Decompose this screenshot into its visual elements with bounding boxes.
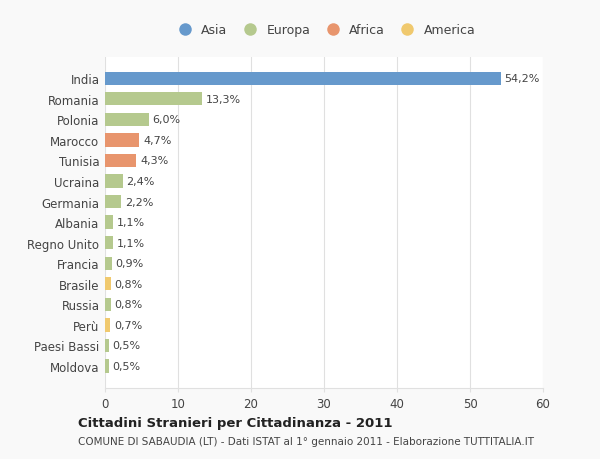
- Bar: [105, 73, 500, 86]
- Bar: [105, 134, 139, 147]
- Text: 0,8%: 0,8%: [115, 300, 143, 310]
- Bar: [105, 359, 109, 373]
- Text: COMUNE DI SABAUDIA (LT) - Dati ISTAT al 1° gennaio 2011 - Elaborazione TUTTITALI: COMUNE DI SABAUDIA (LT) - Dati ISTAT al …: [78, 437, 534, 446]
- Bar: [105, 319, 110, 332]
- Bar: [105, 236, 113, 250]
- Bar: [105, 257, 112, 270]
- Text: 0,5%: 0,5%: [112, 361, 140, 371]
- Text: Cittadini Stranieri per Cittadinanza - 2011: Cittadini Stranieri per Cittadinanza - 2…: [78, 416, 392, 429]
- Text: 6,0%: 6,0%: [152, 115, 181, 125]
- Text: 1,1%: 1,1%: [116, 218, 145, 228]
- Text: 2,4%: 2,4%: [126, 177, 155, 187]
- Text: 54,2%: 54,2%: [505, 74, 539, 84]
- Bar: [105, 339, 109, 353]
- Text: 2,2%: 2,2%: [125, 197, 153, 207]
- Text: 4,7%: 4,7%: [143, 135, 172, 146]
- Text: 1,1%: 1,1%: [116, 238, 145, 248]
- Text: 4,3%: 4,3%: [140, 156, 168, 166]
- Text: 0,8%: 0,8%: [115, 279, 143, 289]
- Text: 0,5%: 0,5%: [112, 341, 140, 351]
- Bar: [105, 175, 122, 188]
- Bar: [105, 154, 136, 168]
- Bar: [105, 93, 202, 106]
- Bar: [105, 278, 111, 291]
- Bar: [105, 196, 121, 209]
- Bar: [105, 298, 111, 311]
- Text: 13,3%: 13,3%: [206, 95, 241, 105]
- Bar: [105, 113, 149, 127]
- Text: 0,9%: 0,9%: [115, 258, 143, 269]
- Bar: [105, 216, 113, 230]
- Legend: Asia, Europa, Africa, America: Asia, Europa, Africa, America: [173, 24, 475, 37]
- Text: 0,7%: 0,7%: [114, 320, 142, 330]
